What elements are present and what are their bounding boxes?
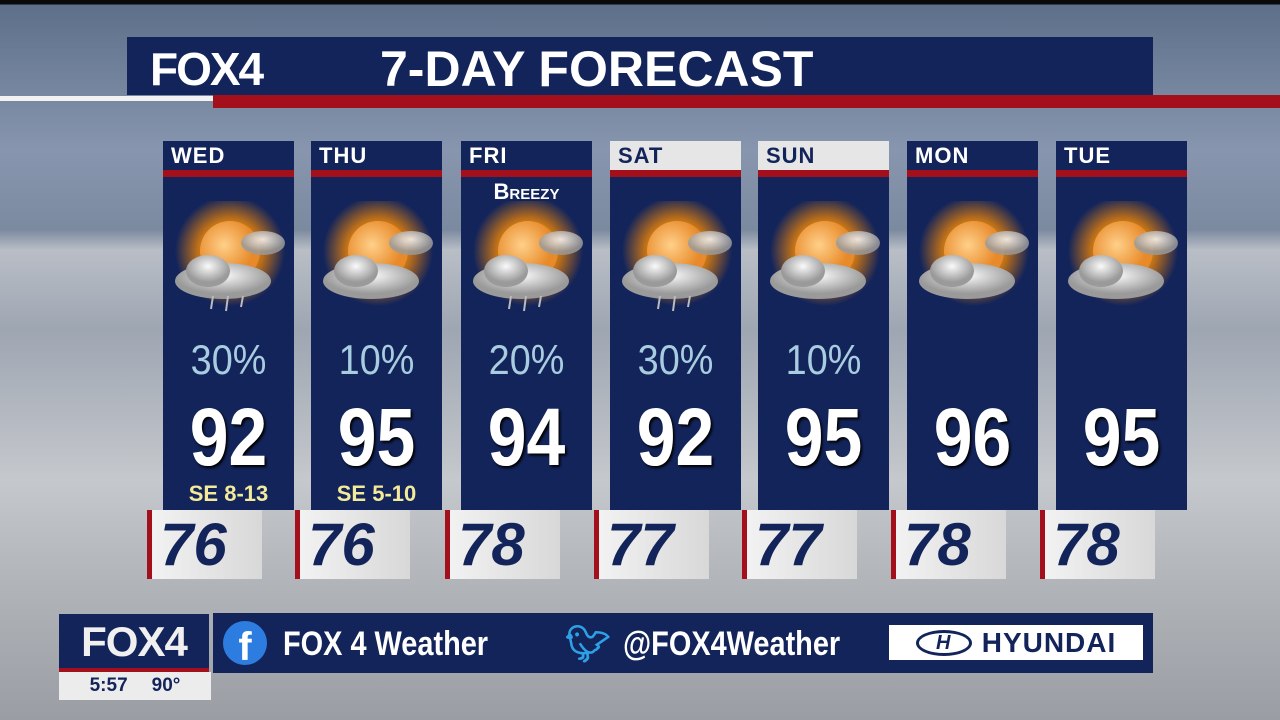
divider (311, 170, 442, 177)
high-temp: 92 (636, 392, 715, 483)
sponsor-name: HYUNDAI (981, 626, 1117, 658)
high-temp: 95 (784, 392, 863, 483)
divider (213, 95, 1280, 108)
day-column-fri: FRI Breezy 20% 94 (461, 141, 592, 510)
condition-note: Breezy (493, 179, 560, 204)
low-temp-box: 78 (891, 510, 1006, 579)
wind: SE 5-10 (336, 481, 417, 506)
divider (907, 170, 1038, 177)
low-temp: 77 (755, 511, 822, 578)
current-time: 5:57 (89, 675, 128, 696)
precip-chance: 20% (488, 336, 565, 383)
low-temp: 78 (904, 511, 971, 578)
day-column-tue: TUE 95 (1056, 141, 1187, 510)
divider (1056, 170, 1187, 177)
divider (0, 96, 213, 101)
day-label: TUE (1064, 143, 1111, 168)
day-column-sat: SAT 30% 92 (610, 141, 741, 510)
header-panel (127, 37, 1153, 95)
divider (163, 170, 294, 177)
facebook-icon: f (223, 621, 267, 669)
hyundai-logo-icon: H (915, 629, 972, 656)
partly-sunny-rain-icon (168, 196, 290, 321)
precip-chance: 30% (190, 336, 267, 383)
day-label: MON (915, 143, 970, 168)
low-temp-box: 76 (147, 510, 262, 579)
low-temp: 76 (160, 511, 227, 578)
day-label: THU (319, 143, 368, 168)
partly-sunny-icon (763, 196, 885, 321)
high-temp: 96 (933, 392, 1012, 483)
partly-sunny-rain-icon (466, 196, 588, 321)
low-temp: 78 (458, 511, 525, 578)
fox4-bug-logo: FOX4 (59, 614, 209, 672)
day-column-wed: WED 30% 92 SE 8-13 (163, 141, 294, 510)
partly-sunny-rain-icon (615, 196, 737, 321)
high-temp: 95 (337, 392, 416, 483)
partly-sunny-icon (912, 196, 1034, 321)
low-temp-box: 77 (742, 510, 857, 579)
day-label: SUN (758, 141, 889, 170)
divider (758, 170, 889, 177)
twitter-handle: @FOX4Weather (623, 625, 841, 663)
precip-chance: 10% (785, 336, 862, 383)
divider (610, 170, 741, 177)
wind: SE 8-13 (188, 481, 269, 506)
high-temp: 92 (189, 392, 268, 483)
precip-chance: 10% (338, 336, 415, 383)
page-title: 7-DAY FORECAST (380, 41, 814, 97)
low-temp-box: 76 (295, 510, 410, 579)
twitter-icon: 🐦︎ (565, 623, 611, 664)
partly-sunny-icon (316, 196, 438, 321)
low-temp-box: 77 (594, 510, 709, 579)
partly-sunny-icon (1061, 196, 1183, 321)
social-banner: f FOX 4 Weather 🐦︎ @FOX4Weather H HYUNDAI (213, 613, 1153, 673)
divider (461, 170, 592, 177)
high-temp: 94 (487, 392, 566, 483)
day-column-sun: SUN 10% 95 (758, 141, 889, 510)
day-column-thu: THU 10% 95 SE 5-10 (311, 141, 442, 510)
day-label: WED (171, 143, 226, 168)
day-label: SAT (610, 141, 741, 170)
low-temp-box: 78 (445, 510, 560, 579)
current-temp: 90° (151, 675, 181, 696)
fox4-logo: FOX4 (150, 43, 264, 95)
high-temp: 95 (1082, 392, 1161, 483)
low-temp: 78 (1053, 511, 1120, 578)
time-temp-box: 5:57 90° (59, 672, 211, 700)
low-temp: 76 (308, 511, 375, 578)
day-label: FRI (469, 143, 508, 168)
low-temp-box: 78 (1040, 510, 1155, 579)
day-column-mon: MON 96 (907, 141, 1038, 510)
precip-chance: 30% (637, 336, 714, 383)
low-temp: 77 (607, 511, 674, 578)
sponsor-logo: H HYUNDAI (889, 625, 1143, 660)
facebook-handle: FOX 4 Weather (283, 625, 489, 663)
